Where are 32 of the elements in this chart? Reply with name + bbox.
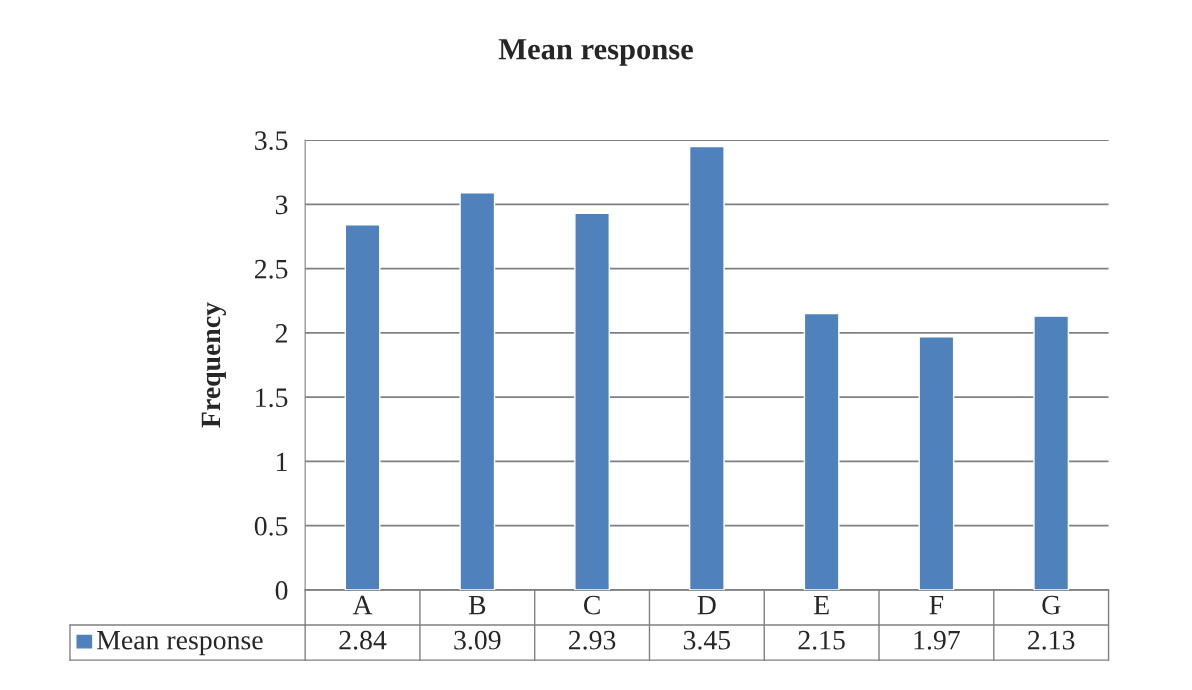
y-tick-label: 2.5 xyxy=(254,259,288,279)
bar xyxy=(803,312,840,590)
x-tick-label: G xyxy=(1042,595,1061,615)
y-axis-title: Frequency xyxy=(201,302,226,428)
bar xyxy=(459,192,496,590)
chart-title: Mean response xyxy=(498,39,693,66)
y-tick-label: 1 xyxy=(277,452,287,472)
x-tick-label: A xyxy=(352,595,373,615)
data-label: 2.93 xyxy=(569,630,616,650)
data-label: 1.97 xyxy=(914,630,960,650)
data-label: 2.15 xyxy=(798,630,845,650)
y-tick-label: 1.5 xyxy=(256,388,288,408)
bar xyxy=(344,224,381,590)
data-label: 3.09 xyxy=(454,630,501,650)
bar xyxy=(918,336,955,590)
data-label: 2.13 xyxy=(1028,630,1075,650)
bar xyxy=(574,212,610,590)
x-tick-label: C xyxy=(583,595,600,615)
x-tick-label: B xyxy=(468,595,486,615)
data-label: 2.84 xyxy=(339,630,387,650)
data-label: 3.45 xyxy=(683,630,731,650)
x-tick-label: E xyxy=(813,595,829,615)
legend-label: Mean response xyxy=(97,631,263,656)
y-tick-label: 2 xyxy=(275,324,287,343)
y-tick-label: 3 xyxy=(275,195,288,215)
x-tick-label: F xyxy=(929,595,944,615)
y-tick-label: 3.5 xyxy=(255,131,288,151)
bar xyxy=(688,145,725,590)
x-tick-label: D xyxy=(697,595,716,615)
y-tick-label: 0.5 xyxy=(254,516,288,536)
y-tick-label: 0 xyxy=(275,581,288,600)
bar xyxy=(1033,315,1070,590)
